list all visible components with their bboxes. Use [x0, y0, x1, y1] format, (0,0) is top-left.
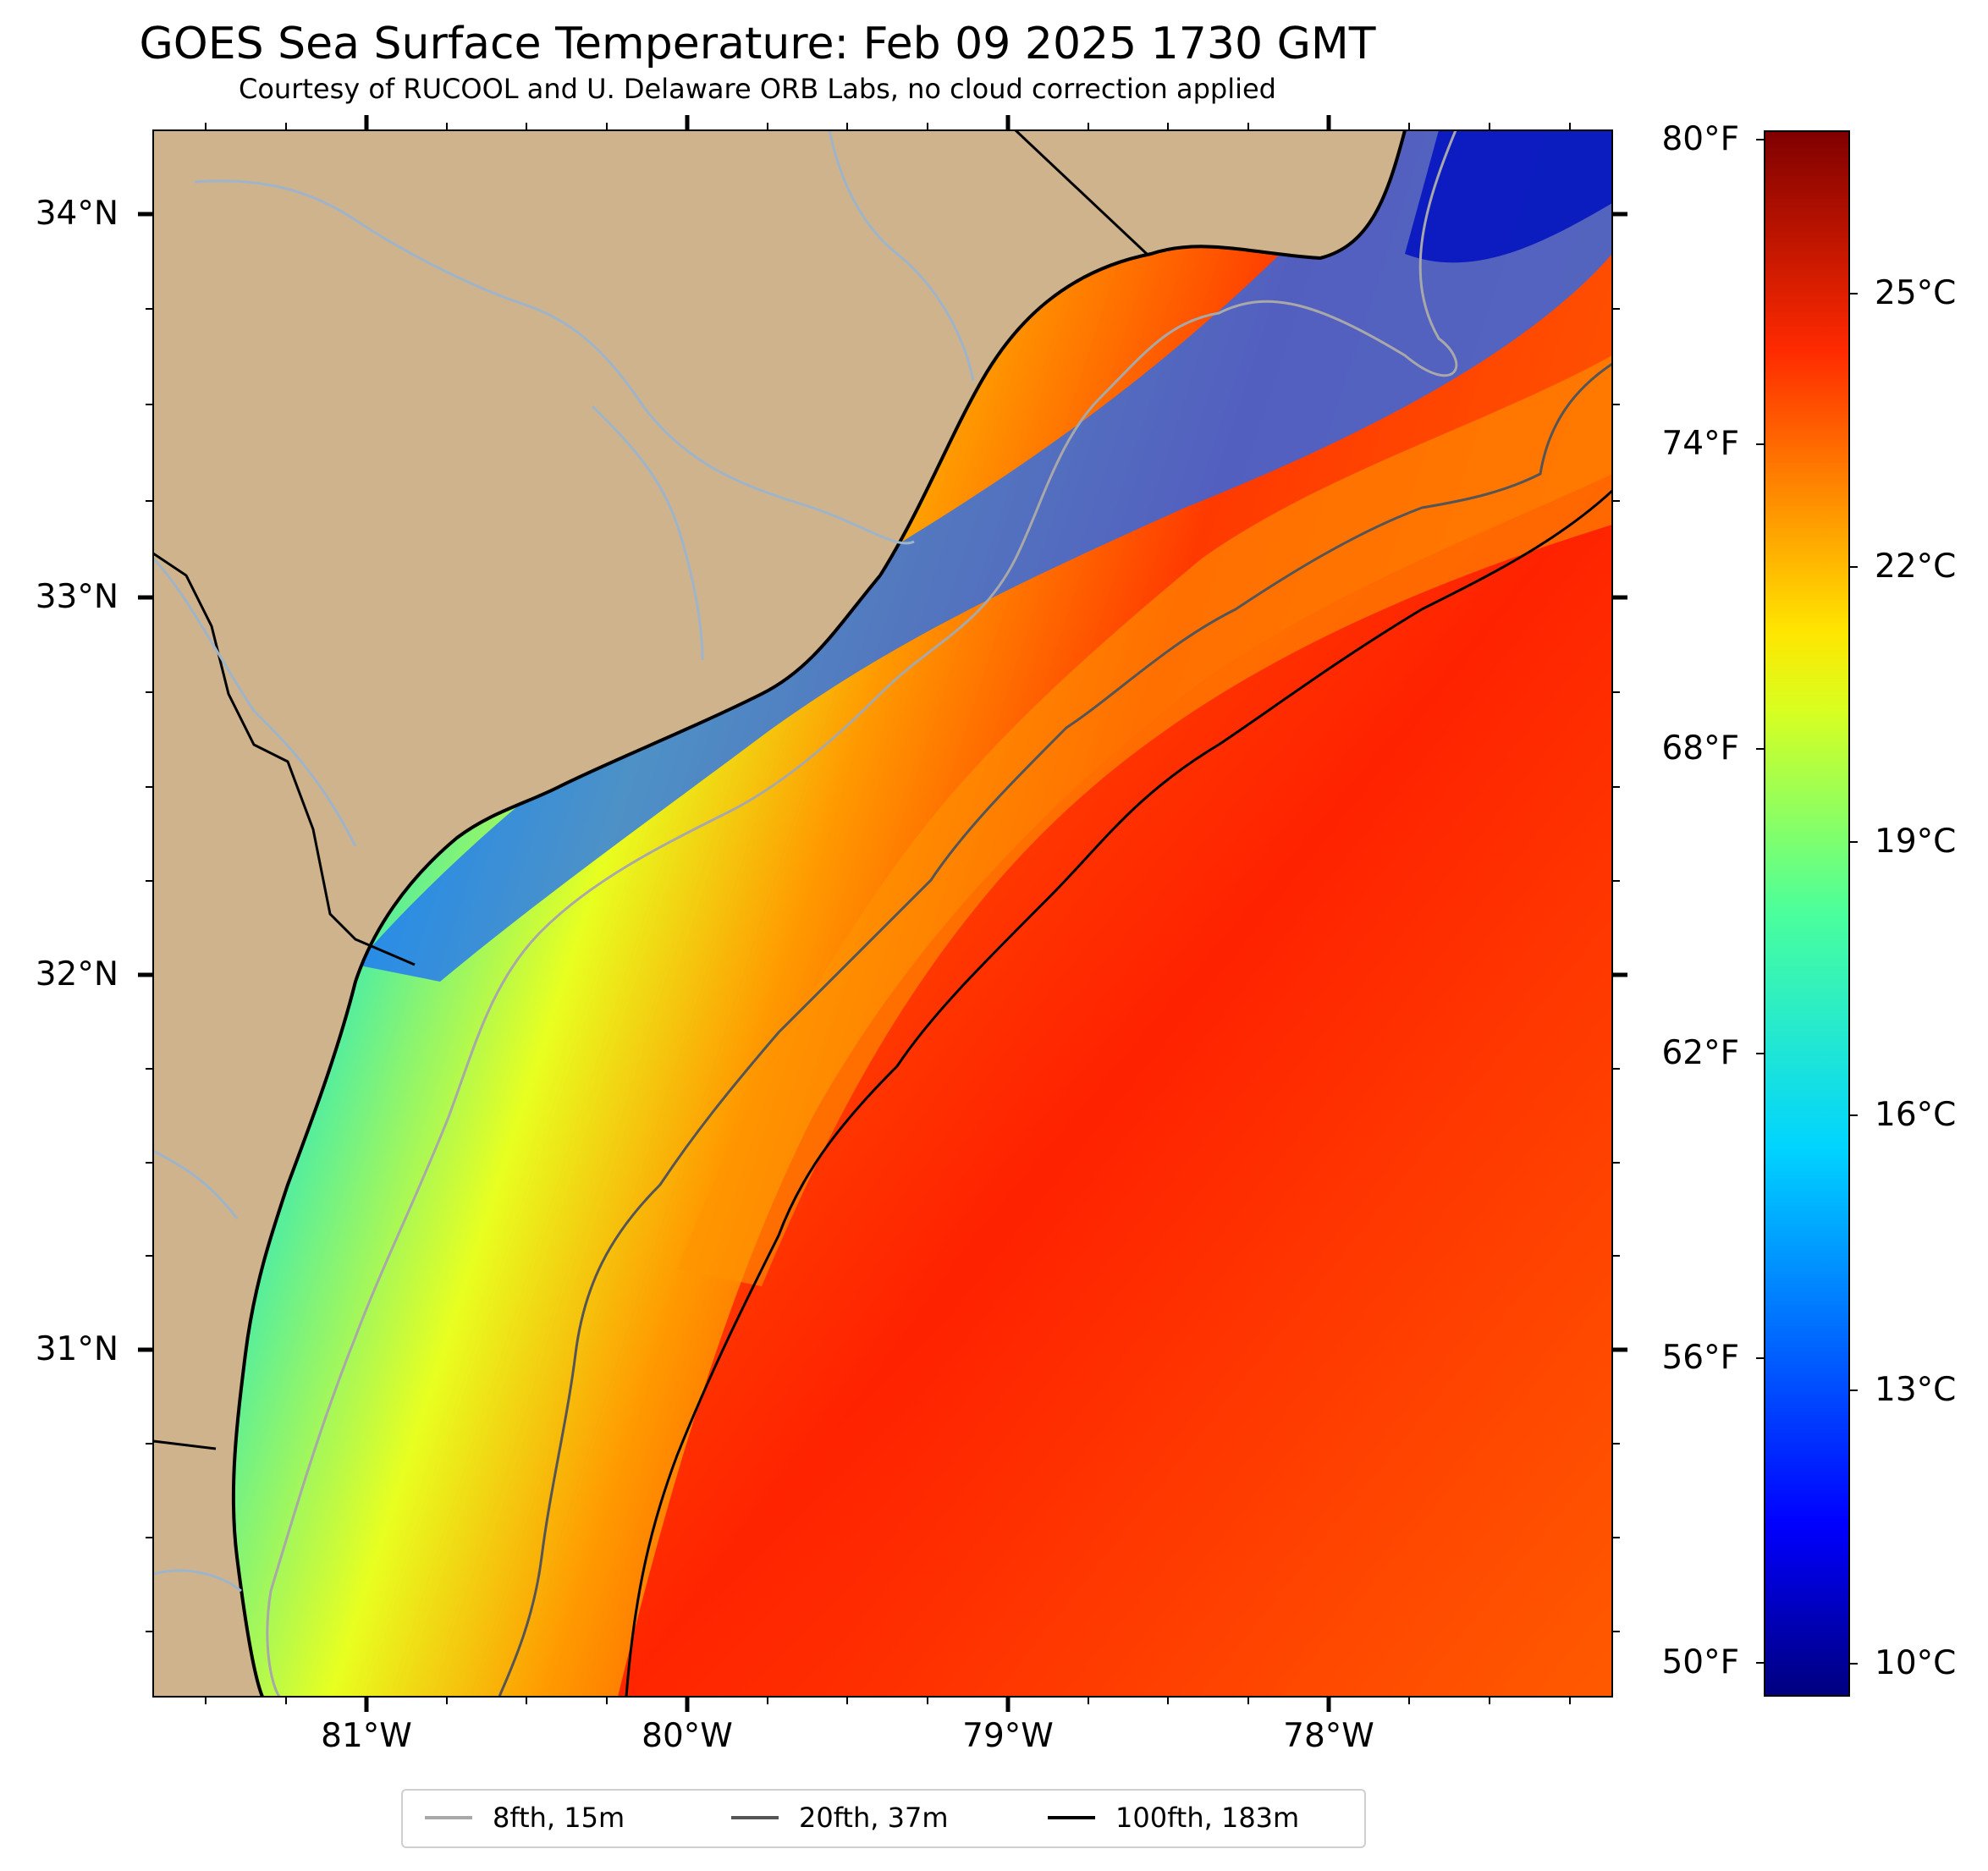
state-border-ga-fl: [153, 1439, 217, 1450]
plot-frame: [152, 129, 1613, 1698]
lat-ticks: [138, 212, 1627, 1352]
contour-20fth: [498, 362, 1612, 1697]
colorbar-c-label-25: 25°C: [1875, 274, 1957, 312]
lat-label-34: 34°N: [35, 195, 118, 233]
contour-100fth: [625, 489, 1612, 1697]
colorbar-c-label-19: 19°C: [1875, 823, 1957, 861]
lat-label-33: 33°N: [35, 578, 118, 616]
colorbar-f-label-50: 50°F: [1661, 1643, 1739, 1681]
lon-ticks: [364, 115, 1331, 1712]
lon-label-81: 81°W: [321, 1717, 412, 1755]
lat-label-31: 31°N: [35, 1330, 118, 1368]
colorbar-f-label-56: 56°F: [1661, 1339, 1739, 1377]
contour-legend: 8fth, 15m 20fth, 37m 100fth, 183m: [401, 1789, 1366, 1848]
colorbar-c-label-10: 10°C: [1875, 1644, 1957, 1682]
legend-label-100fth: 100fth, 183m: [1115, 1802, 1300, 1834]
lat-label-32: 32°N: [35, 955, 118, 993]
legend-swatch-8fth: [425, 1816, 472, 1819]
map-subtitle: Courtesy of RUCOOL and U. Delaware ORB L…: [239, 73, 1276, 105]
colorbar-ticks: [1756, 139, 1858, 1665]
legend-label-20fth: 20fth, 37m: [799, 1802, 949, 1834]
lon-label-80: 80°W: [642, 1717, 733, 1755]
legend-label-8fth: 8fth, 15m: [493, 1802, 625, 1834]
state-border-sc-ga: [153, 552, 416, 966]
land-area: [153, 130, 1405, 1697]
lon-label-78: 78°W: [1283, 1717, 1374, 1755]
lon-label-79: 79°W: [962, 1717, 1054, 1755]
colorbar-f-label-68: 68°F: [1661, 729, 1739, 768]
lon-minor-ticks: [205, 123, 1571, 1704]
colorbar-c-label-13: 13°C: [1875, 1371, 1957, 1409]
very-cold-water: [1405, 130, 1612, 263]
contour-8fth: [266, 130, 1458, 1697]
legend-swatch-20fth: [731, 1816, 779, 1819]
colorbar-c-label-22: 22°C: [1875, 548, 1957, 586]
legend-swatch-100fth: [1048, 1816, 1095, 1819]
lat-minor-ticks: [146, 308, 1620, 1632]
colorbar-c-label-16: 16°C: [1875, 1096, 1957, 1134]
cold-coastal-water: [355, 130, 1612, 982]
map-title: GOES Sea Surface Temperature: Feb 09 202…: [139, 19, 1376, 69]
colorbar-f-label-80: 80°F: [1661, 120, 1739, 158]
colorbar-f-label-62: 62°F: [1661, 1034, 1739, 1072]
colorbar-f-label-74: 74°F: [1661, 425, 1739, 463]
coastline: [231, 130, 1407, 1697]
colorbar: [1764, 130, 1850, 1697]
gulf-stream-warm-water: [618, 474, 1612, 1697]
state-border-nc-sc: [1014, 130, 1148, 256]
rivers: [153, 130, 975, 1593]
shelf-warm-water: [677, 355, 1612, 1286]
